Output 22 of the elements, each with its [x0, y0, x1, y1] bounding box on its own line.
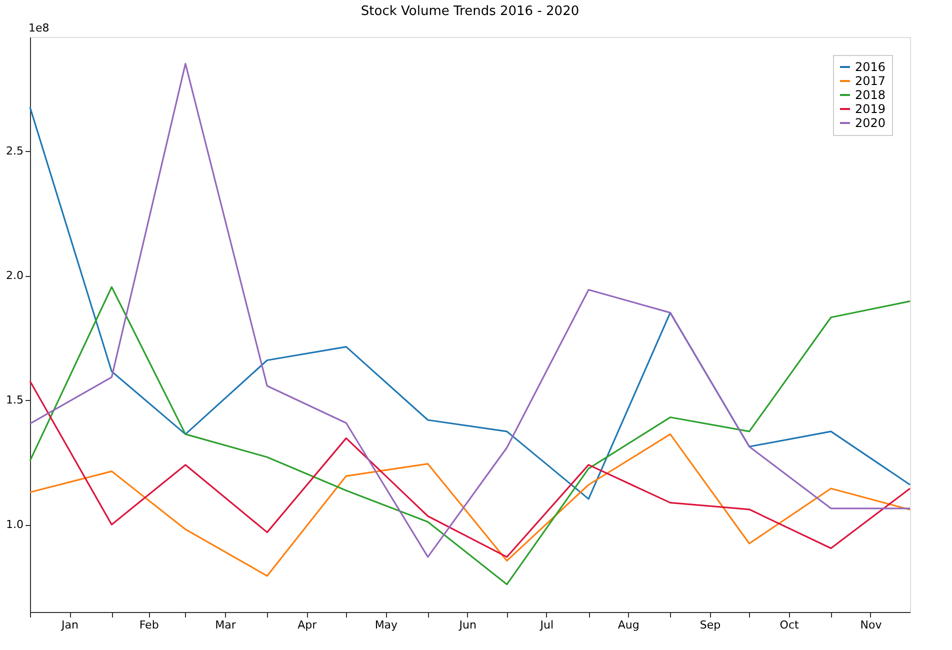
legend-label: 2018 [855, 88, 886, 102]
y-tick-label: 2.0 [6, 269, 24, 282]
x-tick-label: Apr [298, 618, 318, 632]
y-tick-label: 1.5 [6, 394, 24, 407]
y-axis-title: 1e8 [28, 22, 50, 34]
x-tick-label: Oct [780, 618, 800, 632]
x-tick-label: Sep [700, 618, 721, 632]
legend-label: 2020 [855, 116, 886, 130]
x-tick-label: Feb [139, 618, 159, 632]
x-tick-label: Mar [215, 618, 236, 632]
x-tick-label: Aug [618, 618, 640, 632]
x-tick-label: Jul [539, 618, 554, 632]
x-tick-label: Jan [60, 618, 79, 632]
legend-label: 2016 [855, 60, 886, 74]
x-tick-label: Nov [860, 618, 882, 632]
x-tick-label: Jun [458, 618, 476, 632]
legend-label: 2017 [855, 74, 886, 88]
x-tick-label: May [374, 618, 398, 632]
y-tick-label: 2.5 [6, 144, 24, 158]
chart-title: Stock Volume Trends 2016 - 2020 [360, 4, 580, 19]
legend-label: 2019 [855, 102, 886, 116]
y-tick-label: 1.0 [6, 518, 24, 532]
